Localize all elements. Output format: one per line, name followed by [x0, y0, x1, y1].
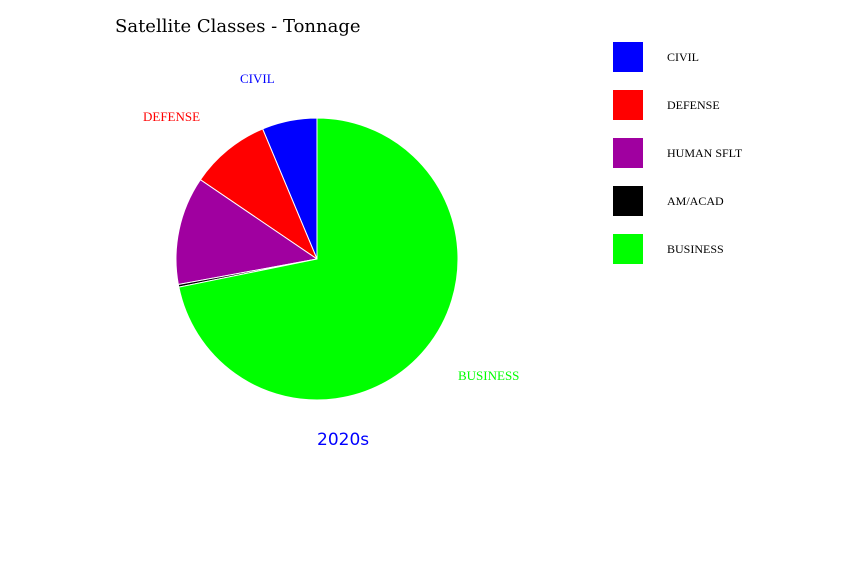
legend-swatch: [613, 186, 643, 216]
legend-swatch: [613, 90, 643, 120]
legend-label: AM/ACAD: [667, 194, 724, 208]
legend-swatch: [613, 42, 643, 72]
legend-label: DEFENSE: [667, 98, 720, 112]
slice-label-defense: DEFENSE: [143, 109, 201, 124]
pie-slice-defense: [199, 128, 319, 261]
slice-label-civil: CIVIL: [240, 71, 275, 86]
legend-swatch: [613, 138, 643, 168]
chart-title: Satellite Classes - Tonnage: [115, 16, 361, 37]
legend-label: HUMAN SFLT: [667, 146, 743, 160]
legend-label: BUSINESS: [667, 242, 724, 256]
chart-subtitle: 2020s: [317, 430, 370, 450]
legend-swatch: [613, 234, 643, 264]
legend-label: CIVIL: [667, 50, 699, 64]
slice-label-business: BUSINESS: [458, 368, 520, 383]
pie-slice-business: [178, 117, 459, 401]
pie-slice-human-sflt: [175, 179, 319, 286]
